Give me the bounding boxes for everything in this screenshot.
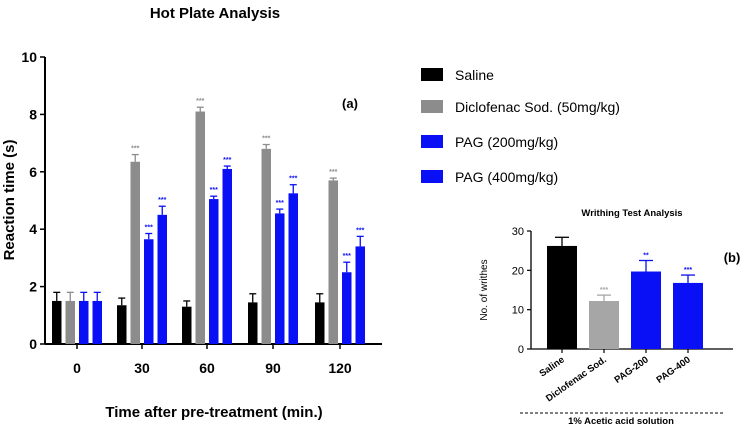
chart-a-y-tick-label: 4 <box>29 221 37 237</box>
chart-b-y-axis-label: No. of writhes <box>479 259 490 320</box>
chart-a-title: Hot Plate Analysis <box>150 5 280 22</box>
chart-a-significance-label: *** <box>343 253 351 260</box>
chart-a-y-tick-label: 0 <box>29 336 37 352</box>
chart-a-legend-label: Saline <box>455 67 494 83</box>
chart-b-bar <box>589 301 619 349</box>
chart-a-x-tick-label: 0 <box>73 360 81 376</box>
chart-a-x-tick-label: 90 <box>265 360 281 376</box>
chart-b-bar <box>547 245 577 349</box>
chart-a-y-tick-label: 10 <box>21 49 37 65</box>
chart-a-bars: *** *** *** *** *** *** *** *** *** *** *** *** <box>52 98 365 344</box>
chart-a-bar <box>92 300 102 344</box>
chart-b-x-tick-label: Saline <box>537 354 566 379</box>
chart-a-bar <box>288 193 298 344</box>
chart-a-legend-swatch <box>421 68 443 81</box>
chart-a-bar <box>328 180 338 344</box>
chart-b-y-tick-label: 10 <box>512 305 524 317</box>
chart-b-y-tick-label: 0 <box>518 344 524 356</box>
chart-b-bar <box>673 282 703 349</box>
chart-a-significance-label: *** <box>196 98 204 105</box>
chart-a-legend-swatch <box>421 135 443 148</box>
chart-b-y-tick-label: 20 <box>512 265 524 277</box>
chart-a-bar <box>182 306 192 344</box>
chart-a-panel-label: (a) <box>342 96 358 111</box>
chart-a-significance-label: *** <box>158 197 166 204</box>
chart-a-bar <box>195 111 205 344</box>
chart-b-significance-label: ** <box>643 253 649 260</box>
chart-a-y-tick-label: 6 <box>29 164 37 180</box>
chart-a-bar <box>157 214 167 344</box>
chart-a-bar <box>261 148 271 344</box>
chart-a-x-tick-label: 30 <box>134 360 150 376</box>
chart-a-significance-label: *** <box>356 227 364 234</box>
chart-b-significance-label: *** <box>684 267 692 274</box>
chart-b-x-tick-label: PAG-200 <box>613 354 651 385</box>
chart-a-significance-label: *** <box>289 176 297 183</box>
chart-a-x-tick-label: 60 <box>199 360 215 376</box>
chart-b-x-axis-label: 1% Acetic acid solution <box>568 416 674 427</box>
chart-a-bar <box>65 300 75 344</box>
chart-a-bar <box>222 168 232 344</box>
chart-a-bar <box>130 161 140 344</box>
chart-a-significance-label: *** <box>210 187 218 194</box>
chart-a-significance-label: *** <box>223 157 231 164</box>
chart-b-bar <box>631 271 661 349</box>
chart-b-panel-label: (b) <box>724 250 741 265</box>
chart-a-bar <box>275 213 285 344</box>
chart-a-significance-label: *** <box>329 169 337 176</box>
chart-a-legend-label: PAG (400mg/kg) <box>455 169 558 185</box>
chart-a-legend: Saline Diclofenac Sod. (50mg/kg) PAG (200m… <box>421 67 620 185</box>
chart-b-title: Writhing Test Analysis <box>581 208 682 219</box>
chart-a-legend-swatch <box>421 100 443 113</box>
chart-b-x-tick-label: PAG-400 <box>655 354 693 385</box>
chart-a-significance-label: *** <box>262 136 270 143</box>
chart-a-bar <box>52 300 62 344</box>
chart-a-y-axis-label: Reaction time (s) <box>1 140 18 261</box>
chart-a-bar <box>79 300 89 344</box>
chart-a-x-tick-label: 120 <box>328 360 352 376</box>
chart-a-significance-label: *** <box>131 146 139 153</box>
chart-a-significance-label: *** <box>145 225 153 232</box>
chart-a-y-tick-label: 8 <box>29 106 37 122</box>
chart-a-bar <box>248 302 258 344</box>
chart-a-significance-label: *** <box>276 200 284 207</box>
chart-b-y-tick-label: 30 <box>512 226 524 238</box>
chart-a-bar <box>209 199 219 344</box>
chart-a-bar <box>355 246 365 344</box>
chart-a-y-tick-label: 2 <box>29 279 37 295</box>
chart-a-bar <box>315 302 325 344</box>
chart-a-bar <box>342 272 352 344</box>
chart-a-legend-label: PAG (200mg/kg) <box>455 134 558 150</box>
chart-a-bar <box>144 239 154 344</box>
chart-b-significance-label: *** <box>600 287 608 294</box>
chart-b-bars: ******** <box>547 236 703 349</box>
chart-a-legend-label: Diclofenac Sod. (50mg/kg) <box>455 99 620 115</box>
chart-a-x-axis-label: Time after pre-treatment (min.) <box>105 404 322 421</box>
chart-a-bar <box>117 305 127 344</box>
chart-a-legend-swatch <box>421 170 443 183</box>
